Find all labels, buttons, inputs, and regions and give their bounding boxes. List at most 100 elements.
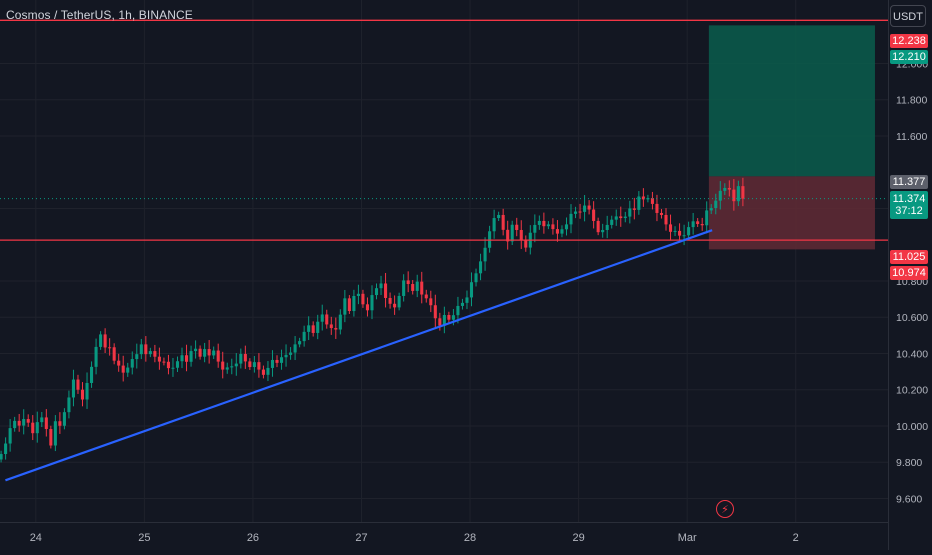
candle-body [610, 219, 614, 225]
candle-body [714, 200, 718, 209]
candle-body [112, 347, 116, 361]
candle-body [673, 230, 677, 232]
profit-zone [708, 25, 875, 177]
candle-body [709, 208, 713, 211]
symbol-title[interactable]: Cosmos / TetherUS, 1h, BINANCE [6, 8, 193, 22]
candle-body [687, 227, 691, 236]
resistance-price-tag: 12.238 [890, 34, 928, 48]
candle-body [13, 420, 17, 429]
candle-body [293, 344, 297, 353]
candle-body [592, 209, 596, 221]
candle-body [668, 224, 673, 232]
lightning-bolt-icon[interactable]: ⚡ [716, 500, 734, 518]
candle-body [384, 283, 388, 298]
candle-body [741, 186, 745, 199]
y-tick-label: 10.000 [896, 421, 928, 433]
candle-body [261, 369, 265, 375]
candle-body [166, 361, 170, 369]
candle-body [506, 229, 510, 242]
candle-body [420, 281, 424, 295]
crosshair-price-tag: 11.377 [890, 175, 928, 189]
candle-body [411, 284, 415, 291]
candle-body [356, 293, 360, 296]
candle-body [515, 224, 519, 231]
candle-body [252, 362, 256, 368]
candle-body [26, 419, 30, 423]
candle-body [243, 353, 247, 362]
candle-body [53, 421, 57, 446]
candle-body [451, 315, 455, 320]
y-tick-label: 9.800 [896, 457, 922, 469]
candle-body [157, 356, 161, 362]
candle-body [76, 379, 80, 390]
candle-body [424, 294, 428, 299]
y-tick-label: 11.600 [896, 131, 927, 143]
candle-body [216, 350, 220, 362]
candle-body [641, 196, 645, 200]
candle-body [289, 352, 293, 355]
candle-body [108, 347, 112, 349]
candle-body [619, 216, 623, 219]
candle-body [171, 367, 175, 369]
candle-body [257, 362, 261, 370]
last-price-tag: 11.374 37:12 [890, 191, 928, 219]
candle-body [130, 359, 134, 368]
candle-body [533, 224, 537, 233]
y-tick-label: 10.400 [896, 348, 928, 360]
candle-body [623, 216, 627, 219]
candle-body [58, 421, 62, 426]
candle-body [67, 397, 71, 413]
candle-body [239, 353, 243, 364]
candle-body [551, 224, 555, 230]
candle-body [320, 314, 324, 322]
candle-body [121, 365, 125, 373]
candle-body [266, 367, 270, 375]
candle-body [678, 230, 682, 236]
stop-price-tag: 10.974 [890, 266, 928, 280]
candle-body [650, 198, 654, 204]
candle-body [194, 348, 198, 352]
candle-body [542, 220, 546, 227]
candle-body [524, 240, 528, 248]
candle-body [316, 321, 320, 333]
candle-body [175, 361, 180, 368]
candle-body [560, 229, 564, 234]
candle-body [442, 315, 446, 326]
candle-body [564, 224, 569, 230]
candle-body [519, 230, 523, 241]
candle-body [397, 295, 401, 308]
candle-body [573, 211, 578, 214]
y-tick-label: 11.800 [896, 95, 927, 107]
y-tick-label: 10.600 [896, 312, 928, 324]
candle-body [483, 247, 487, 262]
y-tick-label: 10.200 [896, 385, 928, 397]
candle-body [736, 186, 740, 202]
candle-body [406, 280, 410, 285]
candle-body [22, 419, 26, 426]
candle-body [605, 224, 609, 231]
candle-body [8, 428, 12, 444]
candle-body [402, 280, 406, 296]
candle-body [343, 298, 347, 315]
candle-body [655, 203, 659, 213]
candle-body [17, 420, 21, 426]
support-price-tag: 11.025 [890, 250, 928, 264]
candle-body [479, 261, 483, 274]
candle-body [270, 359, 275, 368]
x-tick-label: Mar [678, 532, 697, 544]
candle-body [126, 367, 130, 373]
candle-body [71, 379, 75, 398]
trendline [5, 229, 713, 482]
candle-body [596, 220, 600, 233]
loss-zone [708, 176, 875, 250]
candle-body [718, 190, 722, 201]
candle-body [203, 349, 207, 357]
candle-body [307, 325, 311, 332]
candle-body [148, 351, 152, 355]
candle-body [614, 216, 618, 220]
currency-button[interactable]: USDT [890, 5, 926, 27]
candle-body [723, 187, 727, 191]
long-position-zones [708, 25, 875, 250]
